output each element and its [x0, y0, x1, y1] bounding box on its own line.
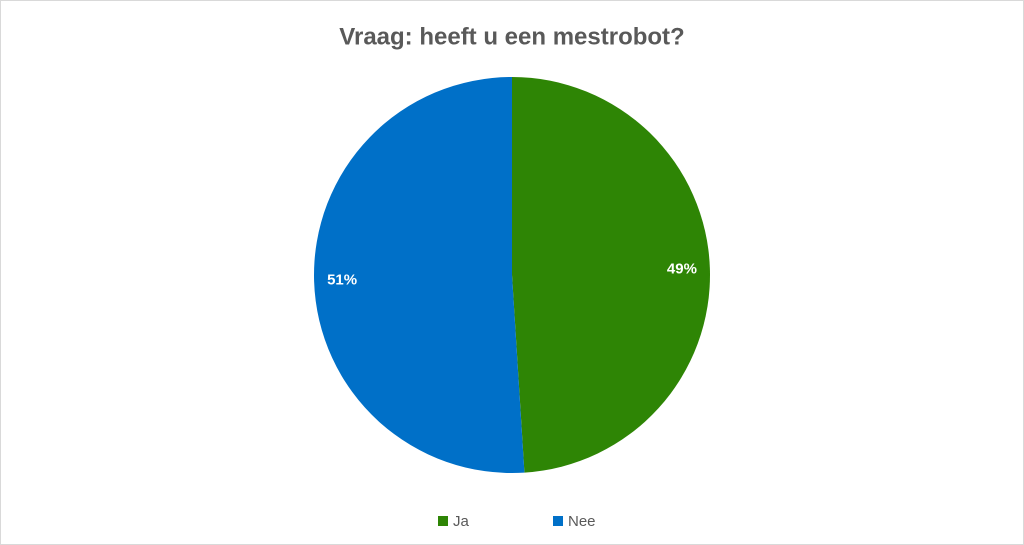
legend-label: Ja: [453, 513, 470, 530]
data-label: 49%: [667, 261, 697, 278]
pie-slice: [314, 77, 525, 473]
legend-label: Nee: [568, 513, 596, 530]
pie-slice: [512, 77, 711, 473]
legend-swatch: [438, 516, 448, 526]
legend-swatch: [553, 516, 563, 526]
chart-title: Vraag: heeft u een mestrobot?: [339, 23, 684, 50]
data-label: 51%: [327, 271, 357, 288]
